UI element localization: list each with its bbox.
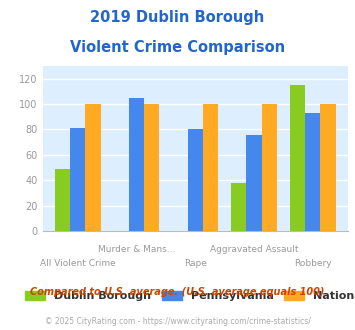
Text: All Violent Crime: All Violent Crime (40, 259, 116, 268)
Legend: Dublin Borough, Pennsylvania, National: Dublin Borough, Pennsylvania, National (20, 286, 355, 306)
Bar (55, 169, 70, 231)
Bar (144, 104, 159, 231)
Bar (203, 104, 218, 231)
Bar (70, 128, 86, 231)
Text: Murder & Mans...: Murder & Mans... (98, 245, 175, 254)
Bar (231, 183, 246, 231)
Bar (188, 129, 203, 231)
Text: Robbery: Robbery (294, 259, 332, 268)
Bar (262, 104, 277, 231)
Text: Rape: Rape (184, 259, 207, 268)
Text: Violent Crime Comparison: Violent Crime Comparison (70, 40, 285, 54)
Bar (305, 113, 320, 231)
Text: © 2025 CityRating.com - https://www.cityrating.com/crime-statistics/: © 2025 CityRating.com - https://www.city… (45, 317, 310, 326)
Bar (320, 104, 335, 231)
Bar (290, 85, 305, 231)
Bar (129, 98, 144, 231)
Text: Aggravated Assault: Aggravated Assault (210, 245, 298, 254)
Text: 2019 Dublin Borough: 2019 Dublin Borough (91, 10, 264, 25)
Text: Compared to U.S. average. (U.S. average equals 100): Compared to U.S. average. (U.S. average … (30, 287, 325, 297)
Bar (246, 135, 262, 231)
Bar (86, 104, 101, 231)
